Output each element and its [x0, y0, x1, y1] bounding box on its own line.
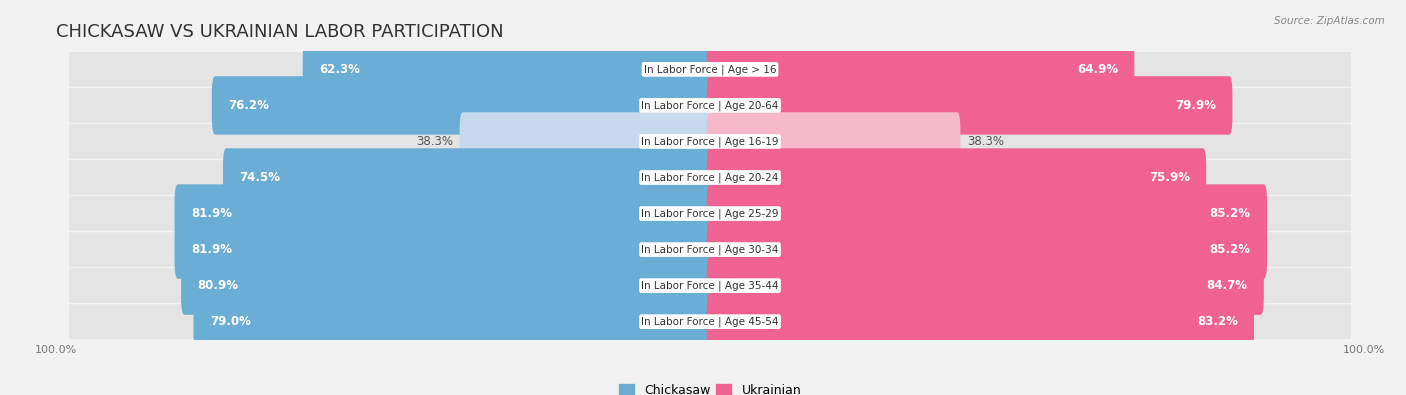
Text: In Labor Force | Age 45-54: In Labor Force | Age 45-54 — [641, 316, 779, 327]
FancyBboxPatch shape — [707, 148, 1206, 207]
Text: 80.9%: 80.9% — [197, 279, 239, 292]
FancyBboxPatch shape — [194, 292, 713, 351]
Text: 74.5%: 74.5% — [239, 171, 280, 184]
Text: 64.9%: 64.9% — [1077, 63, 1118, 76]
FancyBboxPatch shape — [707, 220, 1267, 279]
Text: 38.3%: 38.3% — [967, 135, 1004, 148]
Text: In Labor Force | Age 25-29: In Labor Force | Age 25-29 — [641, 208, 779, 219]
FancyBboxPatch shape — [707, 112, 960, 171]
Text: 38.3%: 38.3% — [416, 135, 453, 148]
FancyBboxPatch shape — [69, 268, 1351, 303]
Text: 85.2%: 85.2% — [1209, 207, 1251, 220]
Text: 79.9%: 79.9% — [1175, 99, 1216, 112]
Legend: Chickasaw, Ukrainian: Chickasaw, Ukrainian — [619, 384, 801, 395]
FancyBboxPatch shape — [302, 40, 713, 99]
Text: 75.9%: 75.9% — [1149, 171, 1189, 184]
Text: In Labor Force | Age 30-34: In Labor Force | Age 30-34 — [641, 245, 779, 255]
FancyBboxPatch shape — [707, 40, 1135, 99]
Text: 81.9%: 81.9% — [191, 207, 232, 220]
Text: In Labor Force | Age > 16: In Labor Force | Age > 16 — [644, 64, 776, 75]
Text: In Labor Force | Age 35-44: In Labor Force | Age 35-44 — [641, 280, 779, 291]
Text: 76.2%: 76.2% — [228, 99, 269, 112]
FancyBboxPatch shape — [69, 52, 1351, 87]
FancyBboxPatch shape — [69, 232, 1351, 267]
Text: In Labor Force | Age 20-24: In Labor Force | Age 20-24 — [641, 172, 779, 183]
Text: CHICKASAW VS UKRAINIAN LABOR PARTICIPATION: CHICKASAW VS UKRAINIAN LABOR PARTICIPATI… — [56, 23, 503, 41]
FancyBboxPatch shape — [174, 184, 713, 243]
Text: In Labor Force | Age 20-64: In Labor Force | Age 20-64 — [641, 100, 779, 111]
FancyBboxPatch shape — [707, 256, 1264, 315]
Text: 81.9%: 81.9% — [191, 243, 232, 256]
FancyBboxPatch shape — [212, 76, 713, 135]
FancyBboxPatch shape — [707, 184, 1267, 243]
FancyBboxPatch shape — [224, 148, 713, 207]
Text: 62.3%: 62.3% — [319, 63, 360, 76]
FancyBboxPatch shape — [181, 256, 713, 315]
FancyBboxPatch shape — [174, 220, 713, 279]
FancyBboxPatch shape — [707, 76, 1233, 135]
FancyBboxPatch shape — [69, 88, 1351, 123]
FancyBboxPatch shape — [707, 292, 1254, 351]
Text: 84.7%: 84.7% — [1206, 279, 1247, 292]
FancyBboxPatch shape — [69, 160, 1351, 195]
FancyBboxPatch shape — [69, 196, 1351, 231]
Text: In Labor Force | Age 16-19: In Labor Force | Age 16-19 — [641, 136, 779, 147]
FancyBboxPatch shape — [460, 112, 713, 171]
FancyBboxPatch shape — [69, 305, 1351, 339]
Text: 85.2%: 85.2% — [1209, 243, 1251, 256]
FancyBboxPatch shape — [69, 124, 1351, 159]
Text: 79.0%: 79.0% — [209, 315, 250, 328]
Text: 83.2%: 83.2% — [1197, 315, 1237, 328]
Text: Source: ZipAtlas.com: Source: ZipAtlas.com — [1274, 16, 1385, 26]
